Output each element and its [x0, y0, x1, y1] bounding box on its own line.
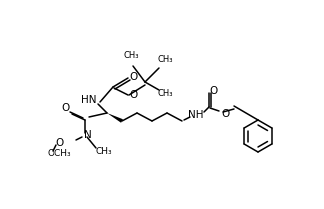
Text: OCH₃: OCH₃ [48, 149, 72, 158]
Text: HN: HN [81, 95, 97, 105]
Text: N: N [84, 130, 92, 140]
Polygon shape [107, 113, 123, 123]
Text: O: O [62, 103, 70, 113]
Text: CH₃: CH₃ [123, 51, 139, 60]
Text: CH₃: CH₃ [96, 147, 112, 155]
Text: O: O [210, 86, 218, 96]
Text: O: O [221, 109, 229, 119]
Text: CH₃: CH₃ [157, 56, 173, 65]
Text: O: O [130, 72, 138, 82]
Text: O: O [56, 138, 64, 148]
Text: O: O [129, 90, 137, 100]
Text: NH: NH [188, 110, 204, 120]
Text: CH₃: CH₃ [157, 89, 173, 98]
